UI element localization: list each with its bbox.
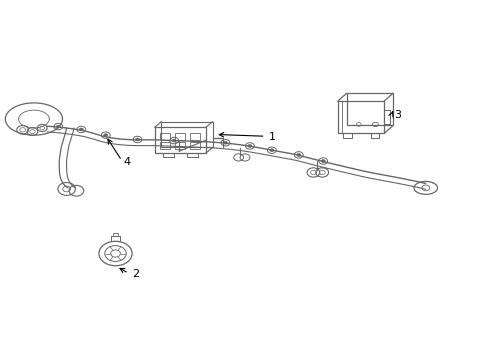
Bar [190,142,199,149]
Text: 3: 3 [394,111,401,121]
Circle shape [321,159,325,162]
Circle shape [223,141,227,144]
Circle shape [270,149,274,152]
Bar [113,233,119,235]
Bar [175,142,185,149]
Circle shape [136,138,140,141]
Bar [370,134,379,138]
Text: 2: 2 [132,269,139,279]
Bar [190,134,199,140]
Text: 1: 1 [269,132,275,142]
Bar [187,153,198,157]
Bar [346,93,393,126]
Circle shape [56,125,60,128]
Bar [161,122,213,147]
Bar [338,101,384,134]
Bar [111,235,121,241]
Text: 4: 4 [124,157,131,167]
Bar [343,134,351,138]
Circle shape [79,128,83,131]
Bar [384,110,390,125]
Circle shape [104,134,108,137]
Bar [163,153,174,157]
Circle shape [248,144,252,147]
Bar [155,127,206,153]
Circle shape [172,139,176,142]
Circle shape [297,153,301,156]
Bar [175,134,185,140]
Bar [160,134,170,140]
Bar [160,142,170,149]
